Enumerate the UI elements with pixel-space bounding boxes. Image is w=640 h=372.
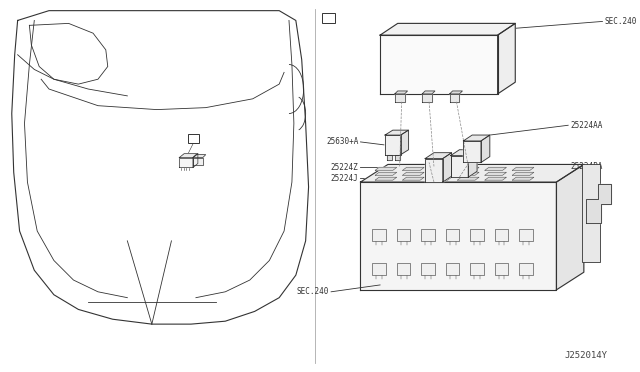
Bar <box>445 263 460 275</box>
Polygon shape <box>395 94 404 102</box>
Text: 25224J: 25224J <box>331 174 358 183</box>
Bar <box>188 134 199 143</box>
Polygon shape <box>193 154 198 167</box>
Bar <box>372 229 386 241</box>
Bar <box>372 263 386 275</box>
Bar <box>421 263 435 275</box>
Polygon shape <box>485 177 506 180</box>
Polygon shape <box>380 23 515 35</box>
Polygon shape <box>403 177 424 180</box>
Text: SEC.240: SEC.240 <box>297 287 329 296</box>
Polygon shape <box>375 172 397 175</box>
Polygon shape <box>385 135 401 155</box>
Polygon shape <box>380 35 498 94</box>
Polygon shape <box>430 177 452 180</box>
Polygon shape <box>443 153 452 182</box>
Polygon shape <box>513 177 534 180</box>
Bar <box>495 263 508 275</box>
Polygon shape <box>375 167 397 170</box>
Polygon shape <box>485 167 506 170</box>
Polygon shape <box>451 155 468 177</box>
Polygon shape <box>458 177 479 180</box>
Bar <box>582 164 600 262</box>
Polygon shape <box>387 155 392 160</box>
Bar <box>495 229 508 241</box>
Polygon shape <box>395 91 408 94</box>
Polygon shape <box>385 130 408 135</box>
Polygon shape <box>360 182 556 290</box>
Bar <box>445 229 460 241</box>
Polygon shape <box>463 135 490 141</box>
Polygon shape <box>556 164 584 290</box>
Bar <box>470 263 484 275</box>
Polygon shape <box>422 94 432 102</box>
Polygon shape <box>403 172 424 175</box>
Polygon shape <box>430 172 452 175</box>
Polygon shape <box>451 150 477 155</box>
Polygon shape <box>425 158 443 182</box>
Text: 25224AA: 25224AA <box>570 121 602 130</box>
Bar <box>519 229 533 241</box>
Polygon shape <box>481 135 490 163</box>
Polygon shape <box>401 130 408 155</box>
Polygon shape <box>586 184 611 223</box>
Polygon shape <box>485 172 506 175</box>
Bar <box>323 13 335 23</box>
Polygon shape <box>513 172 534 175</box>
Polygon shape <box>360 164 584 182</box>
Polygon shape <box>458 172 479 175</box>
Text: 25224PA: 25224PA <box>570 162 602 171</box>
Polygon shape <box>458 167 479 170</box>
Bar <box>519 263 533 275</box>
Bar <box>397 263 410 275</box>
Polygon shape <box>193 155 205 158</box>
Polygon shape <box>403 167 424 170</box>
Text: SEC.240: SEC.240 <box>604 17 637 26</box>
Polygon shape <box>463 141 481 163</box>
Polygon shape <box>430 167 452 170</box>
Polygon shape <box>179 154 198 158</box>
Bar <box>397 229 410 241</box>
Polygon shape <box>375 177 397 180</box>
Bar <box>421 229 435 241</box>
Polygon shape <box>193 158 203 166</box>
Polygon shape <box>450 94 460 102</box>
Polygon shape <box>513 167 534 170</box>
Polygon shape <box>179 158 193 167</box>
Bar <box>470 229 484 241</box>
Text: A: A <box>326 13 331 22</box>
Text: A: A <box>191 135 196 141</box>
Polygon shape <box>468 150 477 177</box>
Polygon shape <box>498 23 515 94</box>
Polygon shape <box>422 91 435 94</box>
Text: 25630+A: 25630+A <box>326 137 358 147</box>
Text: 25224Z: 25224Z <box>331 163 358 172</box>
Polygon shape <box>450 91 462 94</box>
Text: J252014Y: J252014Y <box>564 352 607 360</box>
Polygon shape <box>425 153 452 158</box>
Polygon shape <box>395 155 399 160</box>
